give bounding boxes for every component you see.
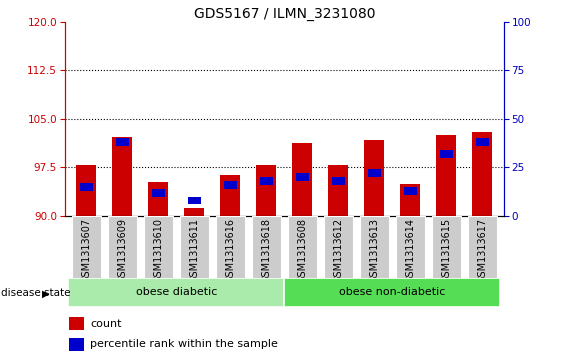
Bar: [216, 216, 244, 278]
Bar: [396, 216, 425, 278]
Bar: [368, 170, 381, 177]
Bar: [252, 216, 280, 278]
Text: GSM1313608: GSM1313608: [297, 218, 307, 283]
Title: GDS5167 / ILMN_3231080: GDS5167 / ILMN_3231080: [194, 7, 375, 21]
Bar: [80, 183, 93, 191]
Bar: [332, 177, 345, 185]
Bar: [69, 338, 84, 351]
Text: percentile rank within the sample: percentile rank within the sample: [90, 339, 278, 349]
Text: GSM1313618: GSM1313618: [261, 218, 271, 283]
Bar: [296, 173, 309, 181]
Bar: [400, 184, 420, 216]
Bar: [188, 196, 200, 204]
Text: GSM1313607: GSM1313607: [81, 218, 91, 283]
Bar: [256, 166, 276, 216]
Text: GSM1313612: GSM1313612: [333, 218, 343, 283]
Text: GSM1313614: GSM1313614: [405, 218, 415, 283]
Bar: [108, 216, 137, 278]
Bar: [180, 216, 208, 278]
Bar: [152, 189, 164, 196]
Bar: [224, 181, 236, 189]
Bar: [284, 278, 501, 307]
Text: ▶: ▶: [42, 288, 50, 298]
Bar: [472, 132, 492, 216]
Bar: [144, 216, 172, 278]
Bar: [221, 175, 240, 216]
Bar: [288, 216, 316, 278]
Text: obese diabetic: obese diabetic: [136, 287, 217, 297]
Text: GSM1313610: GSM1313610: [153, 218, 163, 283]
Text: GSM1313609: GSM1313609: [117, 218, 127, 283]
Bar: [476, 138, 489, 146]
Bar: [436, 135, 456, 216]
Text: obese non-diabetic: obese non-diabetic: [339, 287, 445, 297]
Bar: [116, 138, 128, 146]
Bar: [149, 182, 168, 216]
Bar: [432, 216, 461, 278]
Bar: [69, 317, 84, 330]
Bar: [328, 166, 348, 216]
Bar: [260, 177, 272, 185]
Text: GSM1313617: GSM1313617: [477, 218, 488, 283]
Text: GSM1313615: GSM1313615: [441, 218, 452, 283]
Bar: [440, 150, 453, 158]
Bar: [324, 216, 352, 278]
Text: GSM1313611: GSM1313611: [189, 218, 199, 283]
Bar: [68, 278, 284, 307]
Bar: [364, 140, 384, 216]
Bar: [404, 187, 417, 195]
Bar: [185, 208, 204, 216]
Bar: [468, 216, 497, 278]
Bar: [360, 216, 388, 278]
Bar: [72, 216, 101, 278]
Bar: [77, 166, 96, 216]
Text: GSM1313613: GSM1313613: [369, 218, 379, 283]
Text: GSM1313616: GSM1313616: [225, 218, 235, 283]
Bar: [113, 137, 132, 216]
Bar: [292, 143, 312, 216]
Text: disease state: disease state: [1, 288, 70, 298]
Text: count: count: [90, 318, 122, 329]
